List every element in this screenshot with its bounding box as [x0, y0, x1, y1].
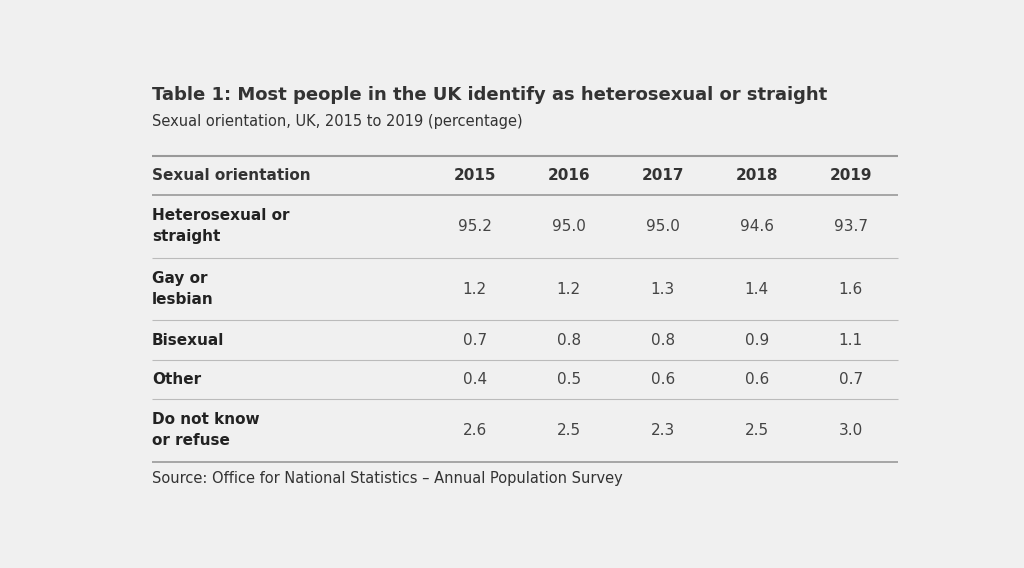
- Text: Table 1: Most people in the UK identify as heterosexual or straight: Table 1: Most people in the UK identify …: [152, 86, 827, 103]
- Text: 2015: 2015: [454, 168, 496, 183]
- Text: 2019: 2019: [829, 168, 872, 183]
- Text: 0.8: 0.8: [557, 333, 581, 348]
- Text: 95.0: 95.0: [552, 219, 586, 234]
- Text: Heterosexual or
straight: Heterosexual or straight: [152, 208, 290, 244]
- Text: 1.3: 1.3: [650, 282, 675, 296]
- Text: Do not know
or refuse: Do not know or refuse: [152, 412, 259, 448]
- Text: 1.1: 1.1: [839, 333, 863, 348]
- Text: 1.2: 1.2: [463, 282, 486, 296]
- Text: 93.7: 93.7: [834, 219, 867, 234]
- Text: 94.6: 94.6: [739, 219, 774, 234]
- Text: 3.0: 3.0: [839, 423, 863, 438]
- Text: 2018: 2018: [735, 168, 778, 183]
- Text: 0.7: 0.7: [839, 372, 863, 387]
- Text: 2016: 2016: [548, 168, 590, 183]
- Text: 0.6: 0.6: [650, 372, 675, 387]
- Text: Source: Office for National Statistics – Annual Population Survey: Source: Office for National Statistics –…: [152, 471, 623, 486]
- Text: 95.2: 95.2: [458, 219, 492, 234]
- Text: Other: Other: [152, 372, 201, 387]
- Text: Sexual orientation, UK, 2015 to 2019 (percentage): Sexual orientation, UK, 2015 to 2019 (pe…: [152, 114, 522, 129]
- Text: 1.2: 1.2: [557, 282, 581, 296]
- Text: 0.7: 0.7: [463, 333, 486, 348]
- Text: 0.9: 0.9: [744, 333, 769, 348]
- Text: Gay or
lesbian: Gay or lesbian: [152, 271, 214, 307]
- Text: 2017: 2017: [642, 168, 684, 183]
- Text: 1.4: 1.4: [744, 282, 769, 296]
- Text: 0.5: 0.5: [557, 372, 581, 387]
- Text: Bisexual: Bisexual: [152, 333, 224, 348]
- Text: 1.6: 1.6: [839, 282, 863, 296]
- Text: 0.6: 0.6: [744, 372, 769, 387]
- Text: 0.8: 0.8: [650, 333, 675, 348]
- Text: 95.0: 95.0: [646, 219, 680, 234]
- Text: 2.5: 2.5: [557, 423, 581, 438]
- Text: 0.4: 0.4: [463, 372, 486, 387]
- Text: 2.5: 2.5: [744, 423, 769, 438]
- Text: 2.6: 2.6: [463, 423, 487, 438]
- Text: 2.3: 2.3: [650, 423, 675, 438]
- Text: Sexual orientation: Sexual orientation: [152, 168, 310, 183]
